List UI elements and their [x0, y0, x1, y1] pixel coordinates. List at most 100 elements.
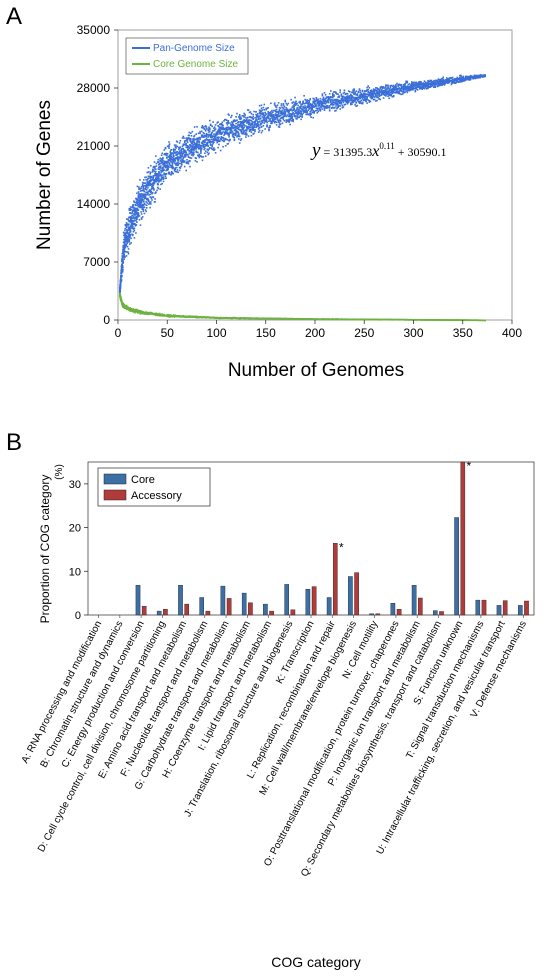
- scatter-point: [389, 319, 392, 321]
- scatter-point: [168, 144, 170, 147]
- scatter-point: [429, 79, 432, 82]
- scatter-point: [262, 117, 265, 119]
- scatter-point: [284, 318, 287, 320]
- scatter-point: [279, 120, 282, 122]
- scatter-point: [145, 197, 148, 200]
- scatter-point: [365, 96, 367, 98]
- scatter-point: [423, 86, 426, 88]
- scatter-point: [169, 158, 172, 161]
- scatter-point: [155, 168, 157, 171]
- scatter-point: [161, 313, 163, 315]
- scatter-point: [153, 175, 156, 177]
- scatter-point: [185, 142, 187, 145]
- scatter-point: [190, 150, 193, 153]
- scatter-point: [139, 179, 141, 181]
- scatter-point: [423, 80, 426, 82]
- scatter-point: [435, 83, 437, 85]
- scatter-point: [132, 217, 135, 219]
- scatter-point: [451, 79, 454, 81]
- scatter-point: [306, 102, 308, 105]
- scatter-point: [209, 128, 211, 130]
- scatter-point: [242, 120, 244, 122]
- scatter-point: [419, 84, 421, 87]
- scatter-point: [389, 91, 392, 94]
- scatter-point: [409, 318, 412, 321]
- scatter-point: [143, 203, 145, 206]
- scatter-point: [332, 99, 334, 101]
- scatter-point: [440, 319, 442, 321]
- scatter-point: [171, 156, 174, 159]
- scatter-point: [367, 95, 369, 97]
- scatter-point: [193, 149, 195, 152]
- scatter-point: [338, 318, 340, 320]
- scatter-point: [195, 148, 197, 150]
- scatter-point: [251, 127, 254, 130]
- scatter-point: [262, 119, 265, 121]
- scatter-point: [121, 300, 123, 303]
- scatter-point: [299, 110, 301, 112]
- scatter-point: [287, 317, 290, 320]
- scatter-point: [357, 99, 360, 101]
- scatter-point: [421, 86, 423, 89]
- scatter-point: [474, 77, 477, 79]
- scatter-point: [222, 124, 224, 127]
- scatter-point: [292, 101, 294, 103]
- scatter-point: [474, 76, 477, 78]
- scatter-point: [289, 115, 291, 117]
- scatter-point: [456, 78, 459, 81]
- scatter-point: [312, 111, 314, 113]
- scatter-point: [141, 181, 144, 184]
- scatter-point: [367, 318, 369, 321]
- scatter-point: [135, 213, 138, 215]
- scatter-point: [330, 103, 332, 105]
- scatter-point: [283, 120, 286, 122]
- scatter-point: [129, 209, 131, 211]
- scatter-point: [224, 118, 227, 121]
- scatter-point: [177, 159, 179, 162]
- scatter-point: [387, 93, 389, 95]
- scatter-point: [357, 91, 360, 94]
- scatter-point: [193, 153, 195, 156]
- scatter-point: [177, 171, 179, 174]
- scatter-point: [201, 140, 204, 143]
- scatter-point: [153, 189, 155, 191]
- scatter-point: [153, 183, 155, 185]
- scatter-point: [257, 115, 259, 117]
- scatter-point: [235, 127, 237, 130]
- scatter-point: [331, 102, 333, 104]
- scatter-point: [129, 229, 132, 232]
- scatter-point: [193, 134, 196, 137]
- scatter-point: [260, 107, 263, 109]
- scatter-point: [217, 137, 219, 140]
- scatter-point: [332, 92, 334, 95]
- scatter-point: [398, 318, 401, 321]
- scatter-point: [181, 152, 183, 154]
- scatter-point: [186, 138, 189, 141]
- scatter-point: [378, 98, 380, 100]
- scatter-point: [457, 319, 460, 321]
- scatter-point: [387, 95, 389, 97]
- scatter-point: [224, 132, 226, 134]
- scatter-point: [218, 126, 220, 128]
- scatter-point: [226, 123, 229, 126]
- scatter-point: [389, 85, 392, 87]
- scatter-point: [246, 109, 249, 111]
- scatter-point: [388, 90, 390, 92]
- scatter-point: [338, 96, 340, 99]
- scatter-point: [270, 318, 272, 320]
- scatter-point: [460, 81, 462, 83]
- scatter-point: [173, 161, 175, 163]
- scatter-point: [261, 116, 264, 118]
- scatter-point: [455, 81, 458, 84]
- scatter-point: [138, 199, 140, 202]
- scatter-point: [285, 109, 288, 112]
- scatter-point: [213, 136, 216, 139]
- scatter-point: [237, 317, 239, 320]
- scatter-point: [204, 135, 206, 138]
- scatter-point: [242, 132, 244, 135]
- scatter-point: [142, 188, 145, 190]
- scatter-point: [292, 120, 294, 122]
- scatter-point: [170, 157, 173, 160]
- scatter-point: [287, 119, 290, 121]
- scatter-point: [238, 138, 240, 140]
